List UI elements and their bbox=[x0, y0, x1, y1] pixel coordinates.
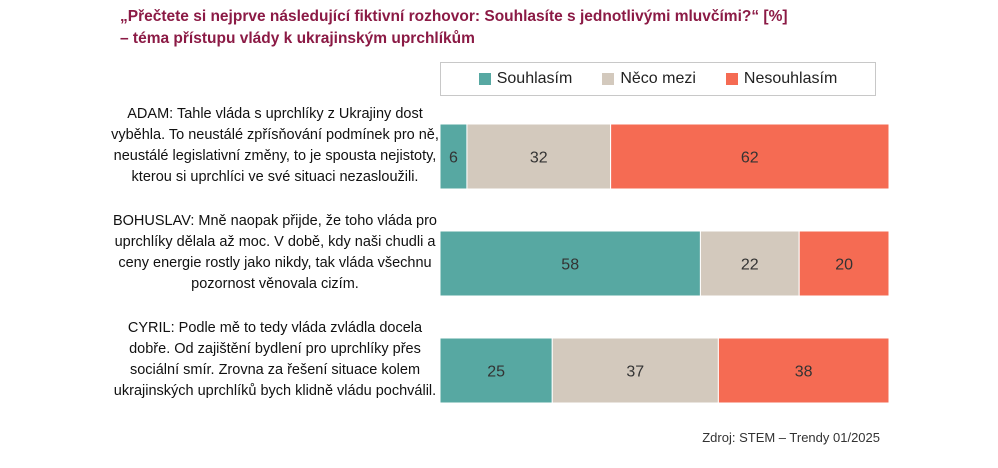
legend-label-souhlasim: Souhlasím bbox=[496, 70, 573, 87]
data-label-cyril-souhlasim: 25 bbox=[487, 364, 505, 381]
bar-bohuslav-souhlasim bbox=[439, 230, 701, 297]
data-label-bohuslav-nesouhlasim: 20 bbox=[835, 257, 853, 274]
bar-cyril-neco-mezi bbox=[551, 337, 719, 404]
category-label-adam: ADAM: Tahle vláda s uprchlíky z Ukrajiny… bbox=[111, 106, 439, 185]
data-label-bohuslav-souhlasim: 58 bbox=[561, 257, 579, 274]
legend-label-nesouhlasim: Nesouhlasím bbox=[743, 70, 838, 87]
legend-swatch-souhlasim bbox=[478, 73, 491, 85]
title-line-2: – téma přístupu vlády k ukrajinským uprc… bbox=[120, 30, 475, 47]
legend: Souhlasím Něco mezi Nesouhlasím bbox=[440, 62, 876, 96]
bar-adam-neco-mezi bbox=[466, 123, 612, 190]
legend-item-nesouhlasim: Nesouhlasím bbox=[725, 70, 838, 88]
data-label-bohuslav-neco-mezi: 22 bbox=[741, 257, 759, 274]
bar-cyril-nesouhlasim bbox=[717, 337, 890, 404]
data-label-adam-nesouhlasim: 62 bbox=[741, 150, 759, 167]
data-label-cyril-nesouhlasim: 38 bbox=[795, 364, 813, 381]
bar-adam-nesouhlasim bbox=[610, 123, 890, 190]
legend-item-neco-mezi: Něco mezi bbox=[602, 70, 696, 88]
legend-item-souhlasim: Souhlasím bbox=[478, 70, 573, 88]
category-label-cyril: CYRIL: Podle mě to tedy vláda zvládla do… bbox=[113, 320, 437, 399]
legend-label-neco-mezi: Něco mezi bbox=[620, 70, 696, 87]
legend-swatch-nesouhlasim bbox=[725, 73, 738, 85]
bar-adam-souhlasim bbox=[439, 123, 468, 190]
bar-bohuslav-neco-mezi bbox=[699, 230, 800, 297]
source-note: Zdroj: STEM – Trendy 01/2025 bbox=[702, 430, 880, 445]
chart-title: „Přečtete si nejprve následující fiktivn… bbox=[120, 6, 980, 50]
data-label-adam-neco-mezi: 32 bbox=[530, 150, 548, 167]
legend-swatch-neco-mezi bbox=[602, 73, 615, 85]
bar-bohuslav-nesouhlasim bbox=[798, 230, 890, 297]
data-label-adam-souhlasim: 6 bbox=[449, 150, 458, 167]
data-label-cyril-neco-mezi: 37 bbox=[626, 364, 644, 381]
category-label-bohuslav: BOHUSLAV: Mně naopak přijde, že toho vlá… bbox=[112, 213, 437, 292]
title-line-1: „Přečtete si nejprve následující fiktivn… bbox=[120, 8, 788, 25]
